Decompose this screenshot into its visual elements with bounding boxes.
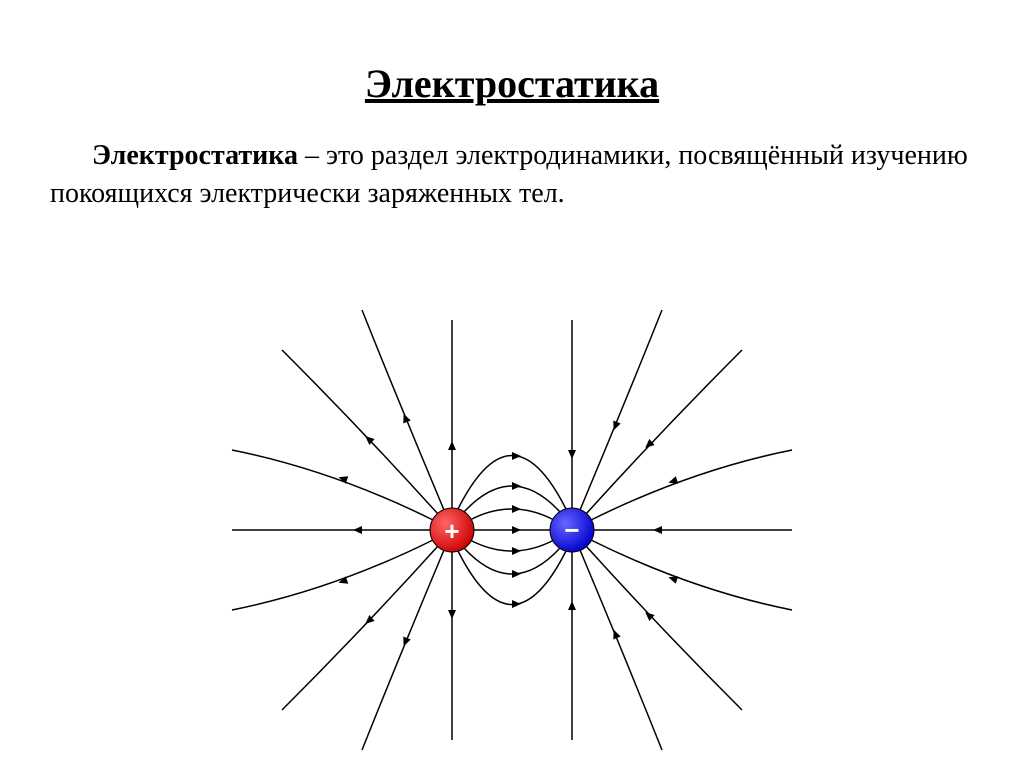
definition-term: Электростатика: [92, 140, 298, 171]
dipole-field-diagram: + −: [252, 330, 772, 730]
positive-label: +: [444, 516, 459, 546]
dipole-svg: + −: [252, 330, 772, 730]
definition-paragraph: Электростатика – это раздел электродинам…: [0, 137, 1024, 213]
negative-label: −: [564, 515, 579, 545]
page-title: Электростатика: [0, 0, 1024, 137]
